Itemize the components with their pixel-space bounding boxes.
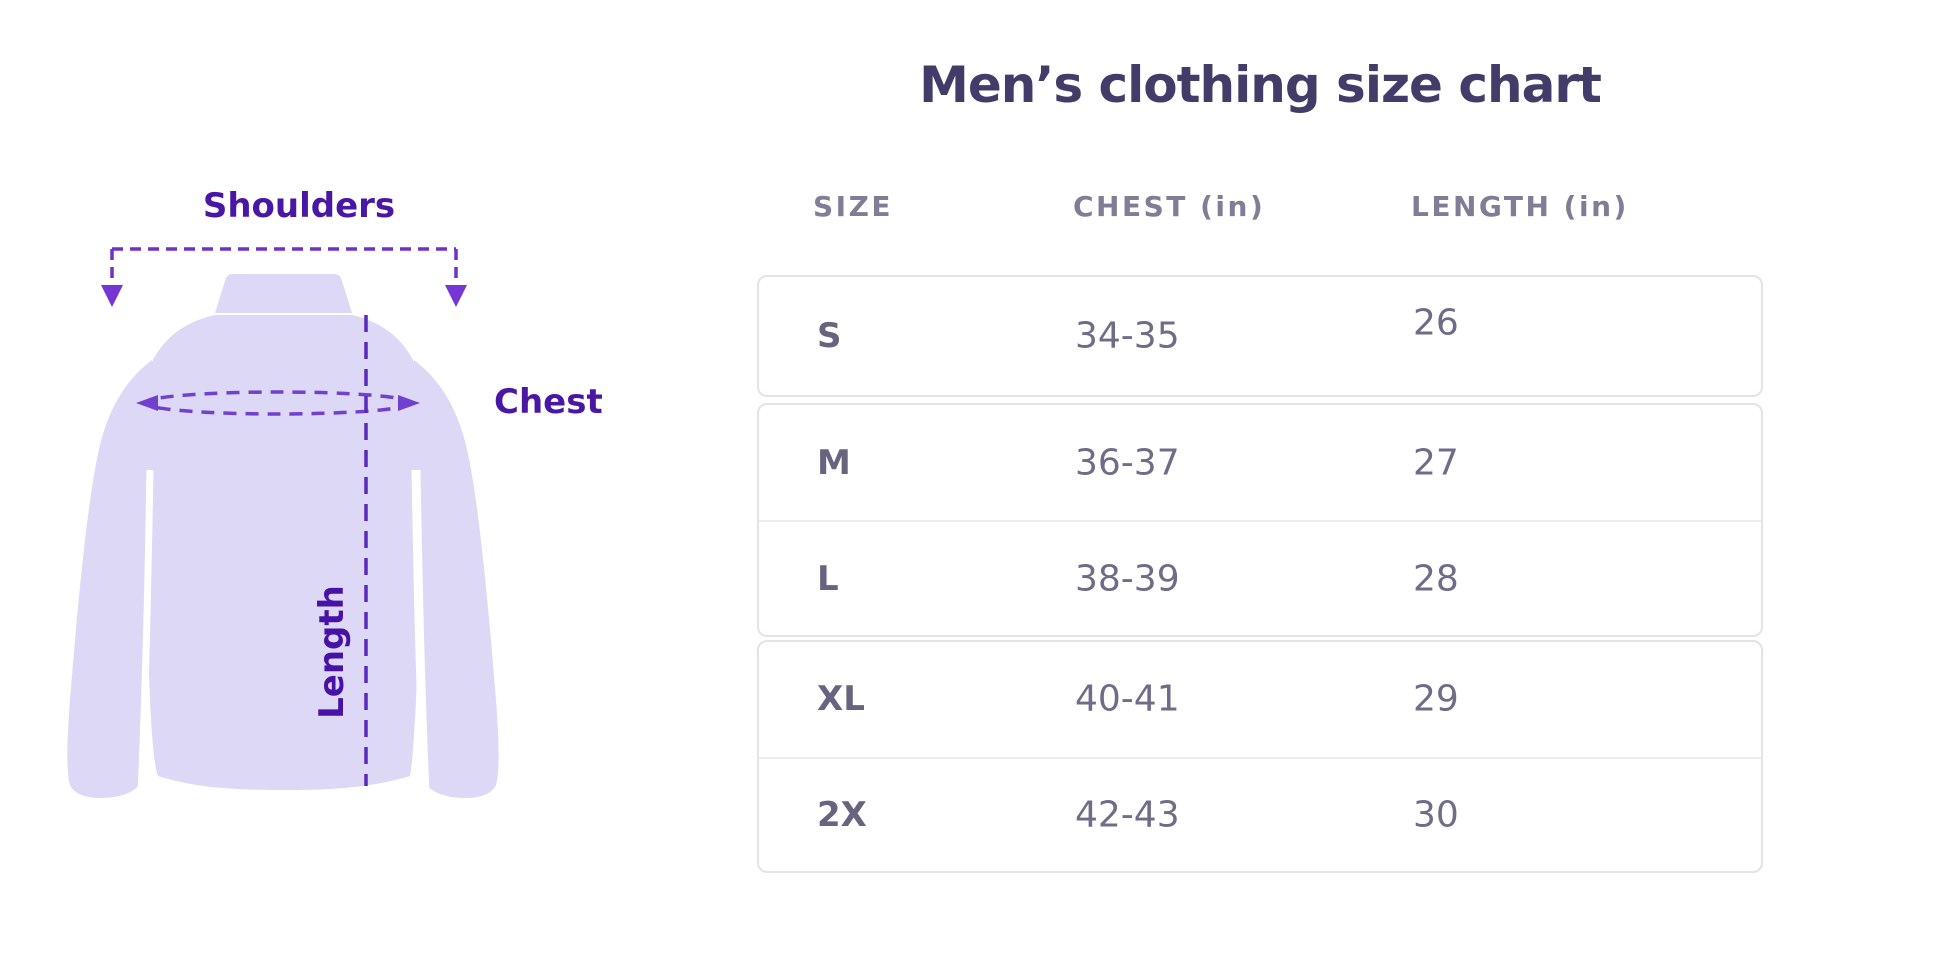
size-cell: L <box>817 558 839 599</box>
chest-cell: 38-39 <box>1075 558 1180 599</box>
table-card: M 36-37 27 L 38-39 28 <box>757 403 1763 637</box>
shirt-left-sleeve <box>67 360 152 798</box>
shoulders-label: Shoulders <box>202 186 396 226</box>
sleeve-crease-right <box>411 469 430 794</box>
shoulder-measure-bracket <box>110 247 458 283</box>
chest-cell: 40-41 <box>1075 678 1180 720</box>
shirt-illustration <box>67 247 499 798</box>
size-cell: XL <box>817 679 865 720</box>
column-header-length: LENGTH (in) <box>1411 190 1629 223</box>
chest-arrow-right-icon <box>398 395 420 411</box>
column-header-chest: CHEST (in) <box>1073 190 1266 223</box>
size-cell: M <box>817 442 851 483</box>
table-row-s: S 34-35 26 <box>759 277 1761 395</box>
chest-cell: 36-37 <box>1075 442 1180 483</box>
shirt-right-sleeve <box>414 360 499 798</box>
sleeve-crease-left <box>137 469 154 794</box>
page-title: Men’s clothing size chart <box>919 56 1602 114</box>
chest-cell: 42-43 <box>1075 794 1180 836</box>
table-row-l: L 38-39 28 <box>759 520 1761 635</box>
chest-cell: 34-35 <box>1075 315 1180 357</box>
table-row-2x: 2X 42-43 30 <box>759 756 1761 872</box>
length-cell: 28 <box>1413 558 1459 599</box>
shoulder-arrow-left-icon <box>101 285 123 307</box>
size-cell: S <box>817 316 842 356</box>
size-cell: 2X <box>817 794 867 835</box>
chest-label: Chest <box>494 382 603 422</box>
column-header-size: SIZE <box>813 190 894 223</box>
shirt-measurement-diagram: Shoulders Chest Length <box>0 0 700 880</box>
table-card: XL 40-41 29 2X 42-43 30 <box>757 640 1763 873</box>
table-row-xl: XL 40-41 29 <box>759 642 1761 757</box>
table-row-m: M 36-37 27 <box>759 405 1761 520</box>
shoulder-arrow-right-icon <box>445 285 467 307</box>
length-cell: 27 <box>1413 442 1459 483</box>
chest-arrow-left-icon <box>136 395 158 411</box>
length-label: Length <box>312 585 352 719</box>
length-cell: 26 <box>1413 302 1459 344</box>
table-card: S 34-35 26 <box>757 275 1763 397</box>
length-cell: 29 <box>1413 678 1459 720</box>
length-cell: 30 <box>1413 794 1459 836</box>
shirt-torso <box>142 315 424 790</box>
shirt-collar <box>215 274 352 313</box>
